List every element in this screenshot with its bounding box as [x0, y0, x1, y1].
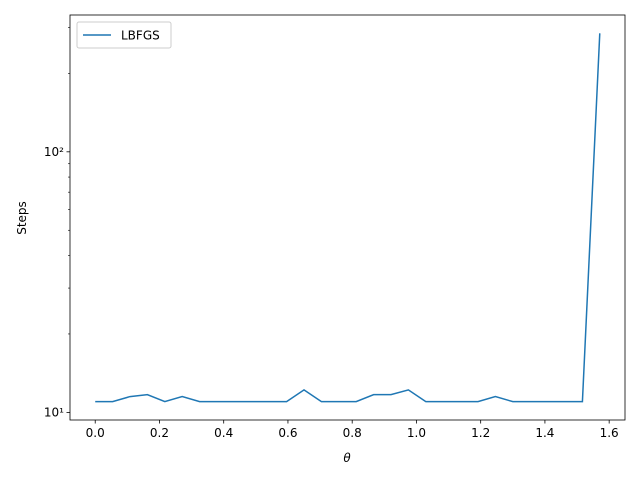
- x-tick-label: 0.6: [278, 426, 297, 440]
- y-axis-label: Steps: [15, 201, 29, 235]
- x-tick-label: 1.4: [535, 426, 554, 440]
- legend-label: LBFGS: [121, 29, 160, 43]
- axes-frame: [69, 14, 626, 421]
- data-line: [95, 33, 601, 403]
- x-tick-label: 1.0: [407, 426, 426, 440]
- x-tick-label: 0.4: [214, 426, 233, 440]
- x-tick-label: 1.6: [600, 426, 619, 440]
- x-tick-label: 0.8: [343, 426, 362, 440]
- x-axis-label: θ: [343, 451, 351, 465]
- x-tick-label: 0.0: [86, 426, 105, 440]
- x-tick-label: 0.2: [150, 426, 169, 440]
- x-tick-label: 1.2: [471, 426, 490, 440]
- y-tick-label: 10¹: [44, 405, 64, 419]
- legend-box: [76, 21, 172, 49]
- y-tick-label: 10²: [44, 145, 64, 159]
